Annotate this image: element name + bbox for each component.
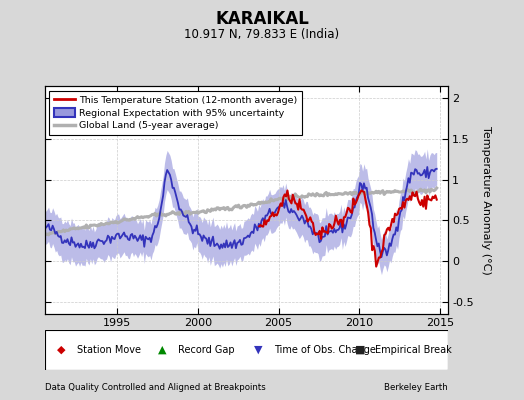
Text: Record Gap: Record Gap [178, 345, 234, 355]
Text: ▼: ▼ [254, 345, 263, 355]
Text: Station Move: Station Move [77, 345, 141, 355]
Text: Time of Obs. Change: Time of Obs. Change [275, 345, 376, 355]
Text: Berkeley Earth: Berkeley Earth [384, 383, 448, 392]
Text: Data Quality Controlled and Aligned at Breakpoints: Data Quality Controlled and Aligned at B… [45, 383, 265, 392]
FancyBboxPatch shape [45, 330, 448, 370]
Text: ■: ■ [355, 345, 366, 355]
Text: 10.917 N, 79.833 E (India): 10.917 N, 79.833 E (India) [184, 28, 340, 41]
Y-axis label: Temperature Anomaly (°C): Temperature Anomaly (°C) [481, 126, 491, 274]
Text: KARAIKAL: KARAIKAL [215, 10, 309, 28]
Legend: This Temperature Station (12-month average), Regional Expectation with 95% uncer: This Temperature Station (12-month avera… [49, 91, 302, 135]
Text: ◆: ◆ [57, 345, 65, 355]
Text: ▲: ▲ [158, 345, 166, 355]
Text: Empirical Break: Empirical Break [375, 345, 452, 355]
